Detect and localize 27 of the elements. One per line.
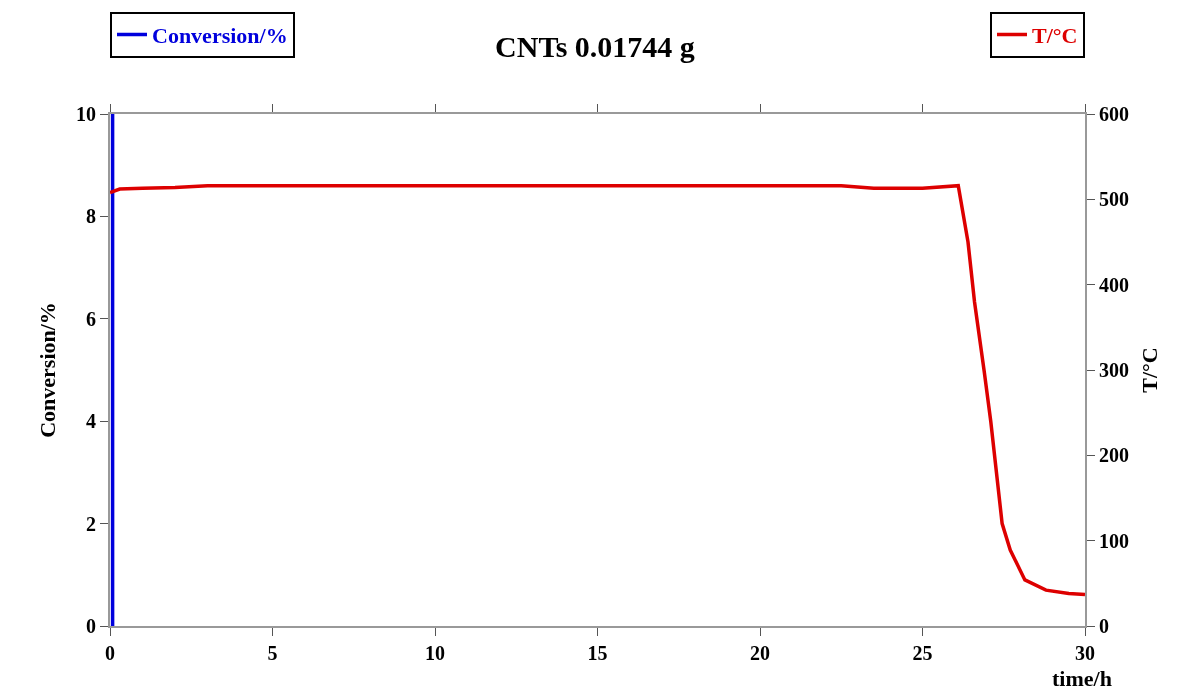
legend-label: T/°C (1032, 22, 1078, 48)
x-tick-label: 0 (105, 642, 115, 664)
y-tick-label: 10 (76, 103, 96, 125)
x-axis-title: time/h (1052, 666, 1112, 691)
y2-tick-label: 600 (1099, 103, 1129, 125)
y-tick-label: 0 (86, 615, 96, 637)
y2-tick-label: 200 (1099, 444, 1129, 467)
x-tick-label: 10 (425, 642, 445, 664)
y-tick-label: 2 (86, 512, 96, 535)
y2-tick-label: 300 (1099, 359, 1129, 381)
y2-tick-label: 100 (1099, 529, 1129, 552)
y-tick-label: 4 (86, 410, 96, 433)
x-tick-label: 25 (912, 642, 933, 664)
x-tick-label: 15 (587, 642, 608, 664)
y-axis-title: Conversion/% (35, 302, 61, 438)
y2-axis-title: T/°C (1137, 347, 1163, 393)
legend-label: Conversion/% (152, 22, 288, 48)
y-tick-label: 6 (86, 307, 96, 330)
x-tick-label: 20 (750, 642, 770, 664)
y2-tick-label: 500 (1099, 188, 1129, 211)
x-tick-label: 5 (267, 642, 278, 664)
y2-tick-label: 0 (1099, 615, 1109, 637)
line-series (110, 183, 1085, 597)
y-tick-label: 8 (86, 205, 96, 228)
x-tick-label: 30 (1075, 642, 1095, 664)
y2-tick-label: 400 (1099, 273, 1129, 296)
chart-title: CNTs 0.01744 g (495, 30, 695, 63)
